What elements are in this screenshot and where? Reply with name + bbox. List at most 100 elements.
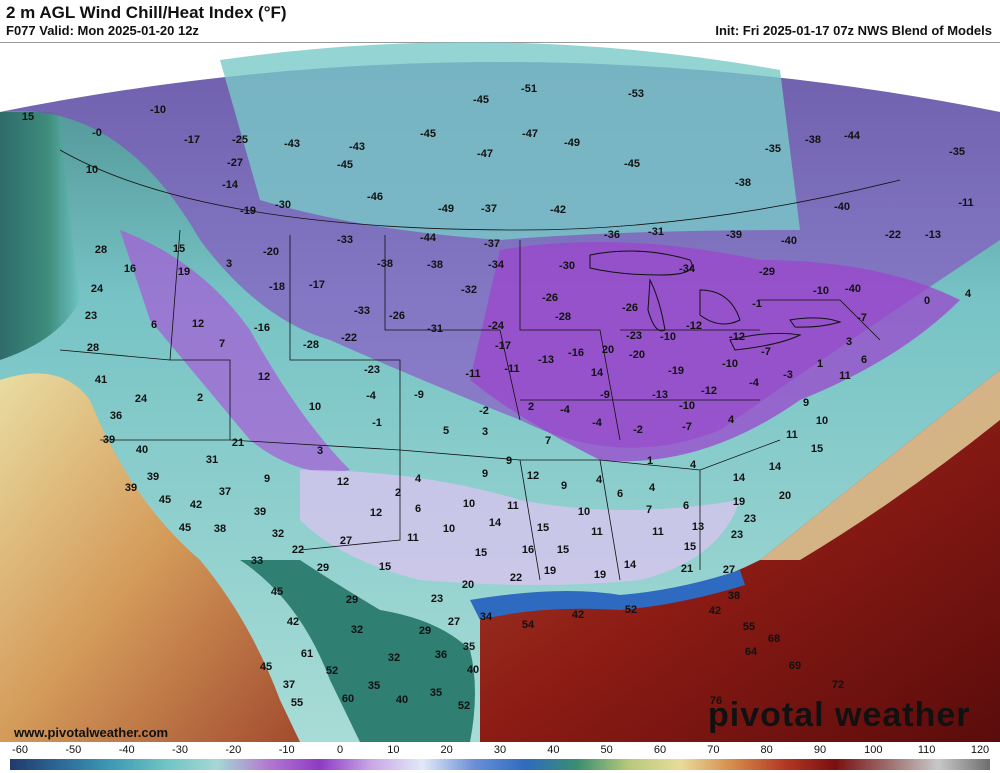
temperature-value: 11 [786,429,798,441]
colorbar-tick-label: 0 [336,744,344,756]
temperature-value: -44 [420,232,437,244]
temperature-value: -20 [629,349,645,361]
temperature-value: 10 [86,164,98,176]
temperature-values: 15-0-10-17 -25 -43 -43-45-46-27-14-19 -3010-… [22,83,974,712]
temperature-value: 38 [214,523,226,535]
temperature-value: 28 [95,244,107,256]
temperature-value: 29 [419,625,431,637]
temperature-value: 9 [482,468,488,480]
temperature-value: 11 [652,526,664,538]
temperature-value: -44 [844,130,861,142]
temperature-value: 4 [596,474,603,486]
temperature-value: 4 [415,473,422,485]
temperature-value: -31 [648,226,664,238]
temperature-value: 27 [723,564,735,576]
temperature-value: -45 [624,158,640,170]
temperature-value: -26 [542,292,558,304]
temperature-value: -4 [749,377,760,389]
temperature-value: 68 [768,633,780,645]
temperature-value: -47 [522,128,538,140]
temperature-value: 12 [527,470,539,482]
temperature-value: 15 [537,522,549,534]
temperature-value: 3 [317,445,323,457]
temperature-value: -25 [232,134,248,146]
temperature-value: 19 [733,496,745,508]
temperature-value: 39 [103,434,115,446]
temperature-value: 27 [448,616,460,628]
init-time: Init: Fri 2025-01-17 07z NWS Blend of Mo… [715,23,992,38]
temperature-value: 23 [731,529,743,541]
temperature-value: -30 [559,260,575,272]
temperature-value: -23 [364,364,380,376]
temperature-value: 7 [545,435,551,447]
temperature-value: 22 [510,572,522,584]
temperature-value: 11 [591,526,603,538]
temperature-value: 6 [151,319,157,331]
cold-purple-west [120,230,350,472]
temperature-value: 39 [254,506,266,518]
temperature-value: -13 [538,354,554,366]
header-bar: 2 m AGL Wind Chill/Heat Index (°F) F077 … [0,0,1000,43]
colorbar-tick-label: 80 [760,744,773,756]
temperature-value: 10 [816,415,828,427]
website-url[interactable]: www.pivotalweather.com [14,725,169,740]
temperature-value: 15 [22,111,34,123]
temperature-value: -11 [504,363,519,375]
temperature-value: 6 [861,354,867,366]
temperature-value: -7 [857,312,867,324]
temperature-value: -45 [420,128,436,140]
temperature-value: 1 [647,455,653,467]
temperature-value: -40 [781,235,797,247]
temperature-value: 4 [649,482,656,494]
temperature-value: -16 [568,347,584,359]
temperature-value: -34 [679,263,696,275]
temperature-value: -12 [701,385,717,397]
temperature-value: 52 [458,700,470,712]
temperature-value: -24 [488,320,505,332]
temperature-value: 42 [709,605,721,617]
colorbar-tick-label: -30 [172,744,188,756]
temperature-value: -49 [564,137,580,149]
temperature-value: 41 [95,374,107,386]
temperature-value: 14 [624,559,637,571]
temperature-value: 60 [342,693,354,705]
temperature-value: 55 [291,697,303,709]
temperature-value: 15 [684,541,696,553]
temperature-value: 45 [159,494,171,506]
valid-time: F077 Valid: Mon 2025-01-20 12z [6,23,199,38]
temperature-value: 19 [178,266,190,278]
temperature-value: -12 [729,331,745,343]
temperature-value: 24 [135,393,148,405]
temperature-value: 2 [197,392,203,404]
temperature-value: 64 [745,646,758,658]
temperature-value: 6 [415,503,421,515]
temperature-value: 7 [646,504,652,516]
temperature-value: 37 [219,486,231,498]
temperature-value: -4 [366,390,377,402]
temperature-value: 21 [232,437,244,449]
temperature-value: 15 [173,243,185,255]
temperature-value: 36 [435,649,447,661]
temperature-value: 55 [743,621,755,633]
map-title: 2 m AGL Wind Chill/Heat Index (°F) [6,3,287,22]
mexico-land [240,560,475,742]
colorbar-tick-label: -10 [278,744,295,756]
temperature-value: -1 [372,417,382,429]
temperature-value: 21 [681,563,693,575]
temperature-value: -17 [184,134,200,146]
temperature-value: 11 [507,500,519,512]
temperature-value: 24 [91,283,104,295]
temperature-value: 4 [690,459,697,471]
temperature-value: -12 [686,320,702,332]
temperature-value: 42 [190,499,202,511]
temperature-value: 15 [475,547,487,559]
atlantic-band [760,370,1000,560]
temperature-value: 32 [351,624,363,636]
temperature-value: 42 [572,609,584,621]
temperature-value: 39 [125,482,137,494]
temperature-value: -28 [303,339,319,351]
temperature-value: -36 [604,229,620,241]
temperature-value: 10 [463,498,475,510]
temperature-value: 12 [370,507,382,519]
temperature-value: 37 [283,679,295,691]
